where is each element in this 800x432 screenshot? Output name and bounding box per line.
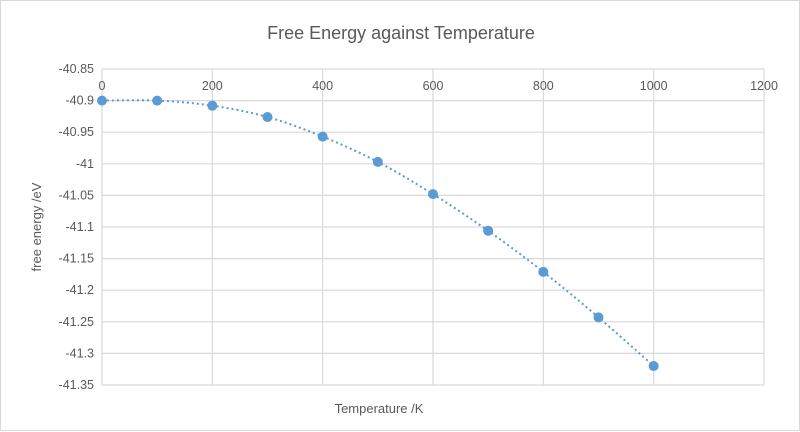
data-point xyxy=(207,100,218,111)
data-point xyxy=(317,131,328,142)
x-tick-label: 1000 xyxy=(640,79,668,93)
x-tick-label: 800 xyxy=(533,79,554,93)
data-point xyxy=(152,95,163,106)
y-tick-label: -41.25 xyxy=(59,315,94,329)
x-tick-label: 400 xyxy=(312,79,333,93)
y-tick-label: -41.1 xyxy=(66,220,95,234)
chart-title: Free Energy against Temperature xyxy=(267,23,535,43)
data-point xyxy=(538,266,549,277)
data-point xyxy=(262,112,273,123)
y-tick-label: -40.85 xyxy=(59,62,94,76)
trendline xyxy=(101,99,655,367)
y-tick-label: -41.05 xyxy=(59,188,94,202)
y-tick-label: -41 xyxy=(76,157,94,171)
x-tick-label: 1200 xyxy=(750,79,778,93)
data-point xyxy=(483,225,494,236)
y-tick-label: -41.3 xyxy=(66,346,95,360)
data-point xyxy=(648,361,659,372)
x-tick-label: 600 xyxy=(423,79,444,93)
data-point xyxy=(593,312,604,323)
data-point xyxy=(97,95,107,106)
x-tick-label: 200 xyxy=(202,79,223,93)
x-tick-label: 0 xyxy=(99,79,106,93)
y-axis-label: free energy /eV xyxy=(29,182,44,271)
data-point xyxy=(428,189,438,200)
y-tick-label: -40.95 xyxy=(59,125,94,139)
y-tick-label: -41.15 xyxy=(59,252,94,266)
y-tick-label: -41.2 xyxy=(66,283,95,297)
y-tick-label: -41.35 xyxy=(59,378,94,392)
data-point xyxy=(372,156,383,167)
x-axis-label: Temperature /K xyxy=(335,401,424,416)
y-tick-label: -40.9 xyxy=(66,94,95,108)
